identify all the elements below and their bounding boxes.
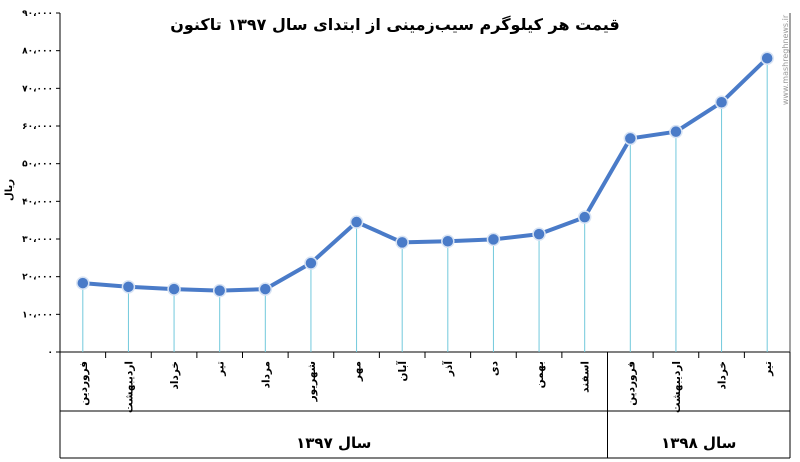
data-point xyxy=(349,215,364,229)
x-tick-label: تیر xyxy=(762,361,774,377)
x-tick-label: آبان xyxy=(396,361,409,382)
x-tick-label: فروردین xyxy=(78,361,90,406)
x-tick-labels: فروردین اردیبهشت خرداد تیر مرداد شهریور مهر آبا… xyxy=(78,360,774,413)
data-point xyxy=(623,131,638,146)
data-point xyxy=(76,276,90,290)
y-tick-label: ۱۰،۰۰۰ xyxy=(22,310,53,320)
series-line xyxy=(80,56,770,293)
x-tick-label: اردیبهشت xyxy=(671,361,683,413)
data-point xyxy=(167,282,181,296)
x-tick-label: مرداد xyxy=(260,361,272,388)
y-tick-label: ۲۰،۰۰۰ xyxy=(22,273,53,283)
data-point xyxy=(577,210,592,224)
y-tick-label: ۹۰،۰۰۰ xyxy=(22,9,53,19)
y-axis-label: ریال xyxy=(4,179,15,201)
y-tick-label: ۰ xyxy=(48,348,54,358)
year-group-label: سال ۱۳۹۸ xyxy=(661,434,736,452)
data-point xyxy=(121,280,136,294)
y-tick-label: ۳۰،۰۰۰ xyxy=(22,235,53,245)
data-point xyxy=(532,227,546,241)
data-point xyxy=(304,256,318,270)
drop-lines xyxy=(82,58,768,352)
y-tick-label: ۸۰،۰۰۰ xyxy=(22,47,53,57)
x-tick-label: اردیبهشت xyxy=(123,361,135,413)
y-tick-labels: ۰ ۱۰،۰۰۰ ۲۰،۰۰۰ ۳۰،۰۰۰ ۴۰،۰۰۰ ۵۰،۰۰۰ ۶۰،۰۰۰ ۷۰،… xyxy=(22,9,53,358)
y-tick-label: ۷۰،۰۰۰ xyxy=(22,84,53,94)
data-point xyxy=(486,232,501,247)
x-tick-label: خرداد xyxy=(717,361,729,389)
series xyxy=(76,51,774,298)
data-point xyxy=(395,235,409,250)
x-tick-label: تیر xyxy=(215,361,227,377)
x-tick-label: آذر xyxy=(442,361,455,377)
x-tick-label: شهریور xyxy=(306,361,318,402)
x-tick-label: بهمن xyxy=(534,361,546,388)
data-point xyxy=(714,95,729,110)
data-point xyxy=(212,283,227,298)
chart-title: قیمت هر کیلوگرم سیب‌زمینی از ابتدای سال … xyxy=(170,15,620,34)
y-tick-label: ۵۰،۰۰۰ xyxy=(22,160,53,170)
data-point xyxy=(441,234,455,249)
x-tick-label: دی xyxy=(488,360,500,376)
data-point xyxy=(760,51,774,65)
data-point xyxy=(669,124,683,139)
year-group-label: سال ۱۳۹۷ xyxy=(296,434,371,452)
data-point xyxy=(258,282,273,296)
axes xyxy=(56,12,791,459)
watermark: www.mashreghnews.ir xyxy=(781,14,790,105)
group-labels: سال ۱۳۹۷ سال ۱۳۹۸ xyxy=(296,434,736,452)
y-tick-label: ۶۰،۰۰۰ xyxy=(22,122,53,132)
x-tick-label: خرداد xyxy=(169,361,181,389)
x-tick-label: فروردین xyxy=(625,361,637,406)
y-tick-label: ۴۰،۰۰۰ xyxy=(22,197,53,207)
x-tick-label: اسفند xyxy=(580,361,592,393)
x-tick-label: مهر xyxy=(352,361,364,382)
